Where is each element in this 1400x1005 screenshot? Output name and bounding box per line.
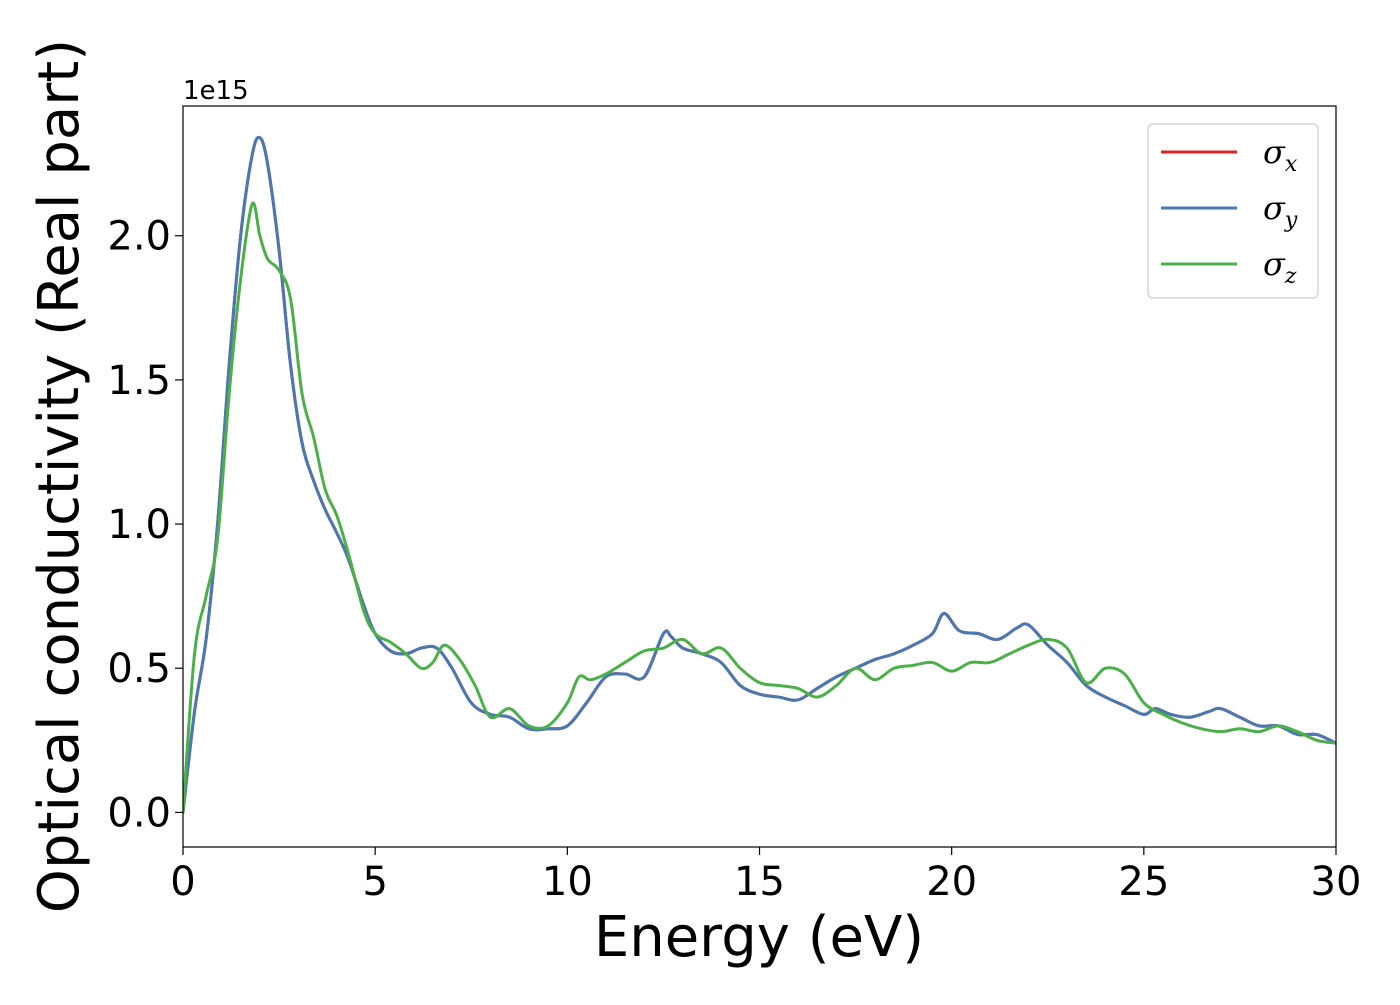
series-line-sigma_z [183, 201, 1336, 814]
legend-frame [1147, 123, 1319, 299]
x-tick-label: 25 [1118, 859, 1169, 905]
x-axis-title: Energy (eV) [594, 905, 924, 970]
legend-label-y: σy [1263, 189, 1298, 233]
x-tick-label: 15 [734, 859, 785, 905]
x-tick-label: 10 [542, 859, 593, 905]
legend-label-x: σx [1263, 133, 1298, 177]
x-tick-label: 0 [170, 859, 195, 905]
y-tick-label: 1.5 [107, 358, 171, 404]
x-axis: 0 5 10 15 20 25 30 [170, 847, 1361, 905]
y-axis-title: Optical conductivity (Real part) [27, 39, 92, 913]
y-tick-label: 1.0 [107, 502, 171, 548]
series-layer [183, 135, 1336, 814]
x-tick-label: 30 [1311, 859, 1362, 905]
y-tick-label: 0.0 [107, 790, 171, 836]
y-tick-label: 2.0 [107, 214, 171, 260]
y-axis: 0.0 0.5 1.0 1.5 2.0 [107, 214, 183, 836]
y-offset-text: 1e15 [183, 76, 249, 106]
x-tick-label: 5 [362, 859, 387, 905]
x-tick-label: 20 [926, 859, 977, 905]
y-tick-label: 0.5 [107, 646, 171, 692]
series-line-sigma_y [183, 135, 1336, 814]
